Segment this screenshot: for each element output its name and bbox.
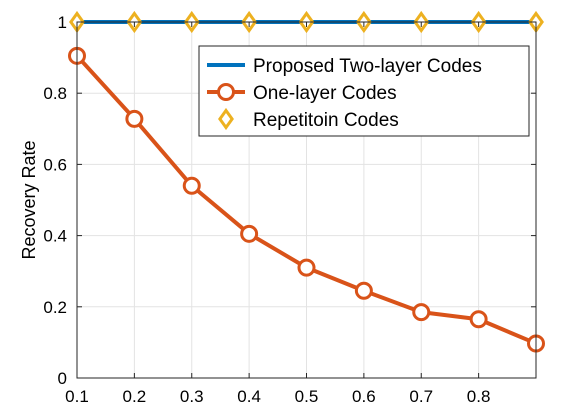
data-point	[297, 258, 316, 277]
y-tick-label: 0.4	[43, 227, 67, 246]
legend-label: Repetitoin Codes	[253, 110, 399, 131]
series-1	[68, 46, 545, 353]
x-tick-label: 0.5	[295, 387, 319, 406]
data-point	[469, 310, 488, 329]
x-tick-label: 0.4	[237, 387, 261, 406]
x-tick-label: 0.3	[180, 387, 204, 406]
legend-label: Proposed Two-layer Codes	[253, 56, 482, 77]
y-tick-label: 1	[58, 13, 67, 32]
ticks: 0.1 0.2 0.3 0.4 0.5 0.6 0.7 0.8 0 0.2 0.4 0.6 0.8 1	[43, 13, 537, 406]
data-point	[354, 281, 373, 300]
legend-box	[198, 45, 530, 137]
x-tick-label: 0.8	[467, 387, 491, 406]
y-tick-label: 0.2	[43, 298, 67, 317]
data-point	[412, 303, 431, 322]
x-tick-label: 0.7	[409, 387, 433, 406]
legend-marker	[217, 83, 235, 101]
x-tick-label: 0.2	[123, 387, 147, 406]
x-tick-label: 0.1	[65, 387, 89, 406]
y-tick-label: 0.8	[43, 84, 67, 103]
data-point	[240, 224, 259, 243]
legend-label: One-layer Codes	[253, 83, 397, 104]
data-point	[182, 176, 201, 195]
data-point	[125, 109, 144, 128]
x-tick-label: 0.6	[352, 387, 376, 406]
y-tick-label: 0.6	[43, 155, 67, 174]
y-axis-label: Recovery Rate	[19, 140, 39, 259]
legend-marker	[218, 107, 234, 131]
y-tick-label: 0	[58, 369, 67, 388]
legend: Proposed Two-layer Codes One-layer Codes R…	[198, 45, 530, 137]
